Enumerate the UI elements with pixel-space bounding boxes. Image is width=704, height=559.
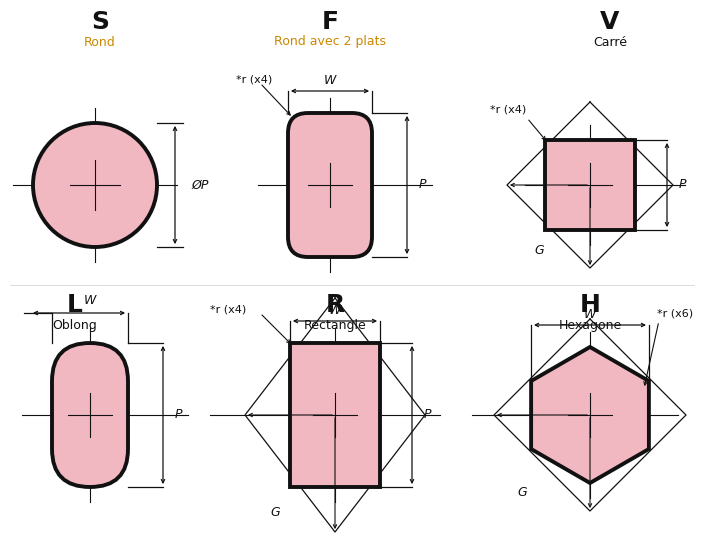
PathPatch shape <box>52 343 128 487</box>
Text: W: W <box>84 295 96 307</box>
Text: W: W <box>329 305 341 318</box>
Text: G: G <box>517 486 527 500</box>
Text: W: W <box>584 309 596 321</box>
Text: Carré: Carré <box>593 36 627 49</box>
Text: V: V <box>601 10 620 34</box>
Text: Rond avec 2 plats: Rond avec 2 plats <box>274 36 386 49</box>
Text: P: P <box>175 409 182 421</box>
Text: *r (x4): *r (x4) <box>490 105 527 115</box>
Bar <box>290 343 380 487</box>
Bar <box>545 140 635 230</box>
Text: *r (x4): *r (x4) <box>210 304 246 314</box>
Text: G: G <box>534 244 543 257</box>
Text: P: P <box>424 409 432 421</box>
Text: *r (x6): *r (x6) <box>657 308 693 318</box>
Text: Rond: Rond <box>84 36 116 49</box>
Text: *r (x4): *r (x4) <box>236 74 272 84</box>
Text: H: H <box>579 293 601 317</box>
Text: R: R <box>325 293 345 317</box>
Text: Oblong: Oblong <box>53 319 97 331</box>
Text: W: W <box>324 74 337 88</box>
Text: Rectangle: Rectangle <box>303 319 366 331</box>
Polygon shape <box>531 347 649 483</box>
Text: S: S <box>91 10 109 34</box>
Text: P: P <box>419 178 427 192</box>
Text: G: G <box>270 505 279 519</box>
Text: F: F <box>322 10 339 34</box>
PathPatch shape <box>288 113 372 257</box>
Circle shape <box>33 123 157 247</box>
Text: ØP: ØP <box>191 178 208 192</box>
Text: P: P <box>679 178 686 192</box>
Text: L: L <box>67 293 83 317</box>
Text: Hexagone: Hexagone <box>558 319 622 331</box>
